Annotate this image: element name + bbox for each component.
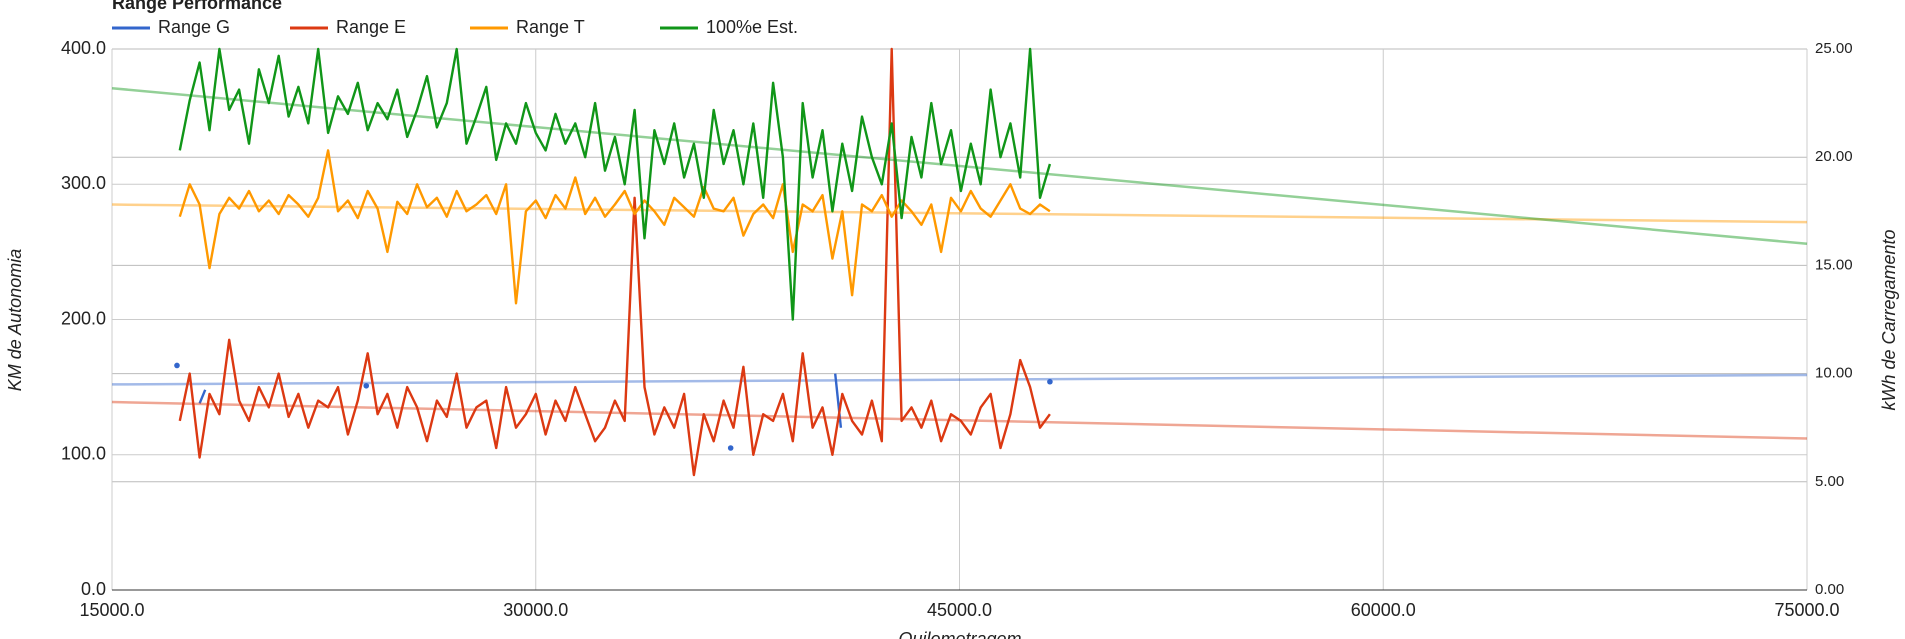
legend-label: 100%e Est. [706, 17, 798, 37]
series-line [834, 373, 843, 428]
y-tick-label: 100.0 [61, 444, 106, 464]
x-axis-title: Quilometragem [898, 629, 1021, 639]
chart-title: Range Performance [112, 0, 282, 13]
y2-axis-title: kWh de Carregamento [1879, 229, 1899, 410]
y2-tick-label: 5.00 [1815, 473, 1844, 490]
legend-label: Range G [158, 17, 230, 37]
legend-label: Range E [336, 17, 406, 37]
data-point [363, 382, 370, 389]
x-tick-label: 45000.0 [927, 600, 992, 620]
data-point [727, 445, 734, 451]
y2-tick-label: 25.00 [1815, 40, 1853, 57]
x-tick-label: 75000.0 [1774, 600, 1839, 620]
y-axis-title: KM de Autonomia [5, 249, 25, 391]
x-tick-label: 30000.0 [503, 600, 568, 620]
trend-line [111, 373, 1808, 386]
data-point [1047, 378, 1053, 385]
series-line [178, 47, 1052, 321]
y-tick-label: 200.0 [61, 308, 106, 328]
y-tick-label: 0.0 [81, 579, 106, 599]
y2-tick-label: 15.00 [1815, 256, 1853, 273]
y2-tick-label: 20.00 [1815, 148, 1853, 165]
y-tick-label: 300.0 [61, 173, 106, 193]
legend-label: Range T [516, 17, 585, 37]
y-tick-label: 400.0 [61, 38, 106, 58]
series-line [198, 389, 207, 404]
trend-line [111, 86, 1808, 246]
y2-tick-label: 10.00 [1815, 365, 1853, 382]
y2-tick-label: 0.00 [1815, 581, 1844, 598]
x-tick-label: 15000.0 [79, 600, 144, 620]
x-tick-label: 60000.0 [1351, 600, 1416, 620]
data-point [174, 362, 180, 369]
series-line [178, 47, 1051, 477]
series-line [178, 149, 1051, 305]
trend-line [111, 203, 1808, 224]
